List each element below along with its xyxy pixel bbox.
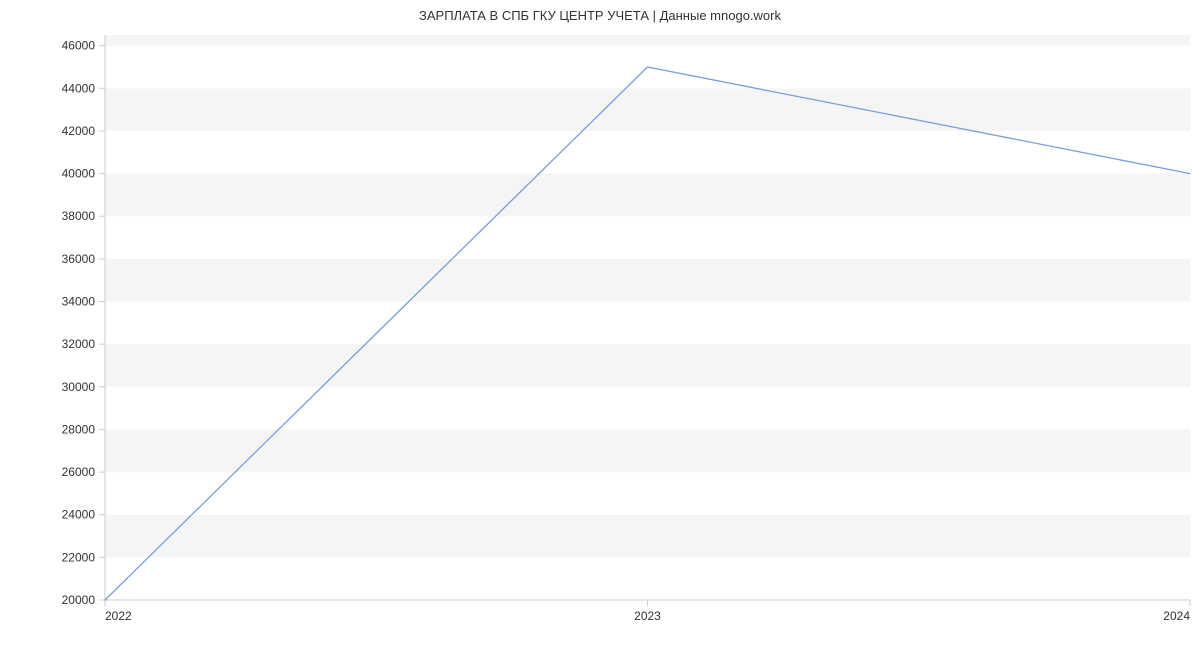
- grid-band: [105, 174, 1190, 217]
- grid-band: [105, 557, 1190, 600]
- y-tick-label: 26000: [62, 465, 96, 479]
- grid-band: [105, 472, 1190, 515]
- y-tick-label: 32000: [62, 337, 96, 351]
- grid-band: [105, 429, 1190, 472]
- grid-band: [105, 35, 1190, 46]
- x-tick-label: 2024: [1163, 609, 1190, 623]
- y-tick-label: 42000: [62, 124, 96, 138]
- y-tick-label: 38000: [62, 209, 96, 223]
- x-tick-label: 2022: [105, 609, 132, 623]
- y-tick-label: 44000: [62, 81, 96, 95]
- grid-band: [105, 387, 1190, 430]
- y-tick-label: 40000: [62, 167, 96, 181]
- y-tick-label: 30000: [62, 380, 96, 394]
- grid-band: [105, 131, 1190, 174]
- y-tick-label: 22000: [62, 550, 96, 564]
- grid-band: [105, 216, 1190, 259]
- grid-band: [105, 515, 1190, 558]
- y-tick-label: 46000: [62, 39, 96, 53]
- y-tick-label: 20000: [62, 593, 96, 607]
- grid-band: [105, 302, 1190, 345]
- chart-svg: 20000 22000 24000 26000 28000 30000 32000 34000…: [0, 0, 1200, 650]
- grid-band: [105, 259, 1190, 302]
- y-tick-label: 34000: [62, 295, 96, 309]
- grid-band: [105, 344, 1190, 387]
- y-tick-label: 36000: [62, 252, 96, 266]
- y-tick-label: 24000: [62, 508, 96, 522]
- x-tick-label: 2023: [634, 609, 661, 623]
- salary-line-chart: ЗАРПЛАТА В СПБ ГКУ ЦЕНТР УЧЕТА | Данные …: [0, 0, 1200, 650]
- grid-band: [105, 88, 1190, 131]
- y-tick-label: 28000: [62, 422, 96, 436]
